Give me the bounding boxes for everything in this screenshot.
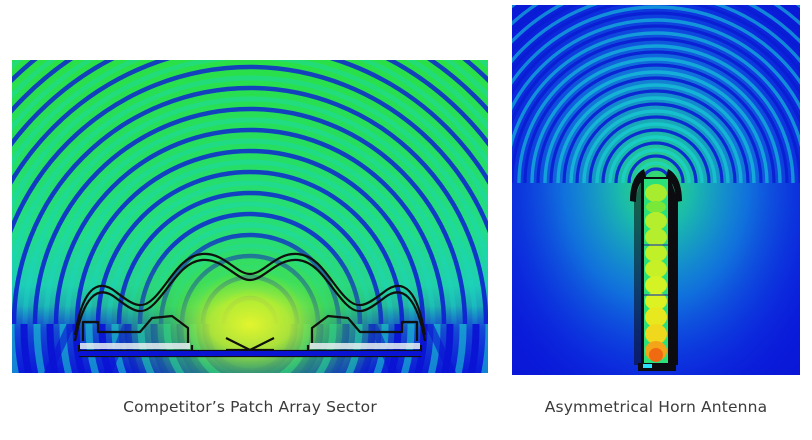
waveguide-steps: [644, 244, 668, 296]
horn-antenna-svg: [512, 5, 800, 375]
caption-patch-array: Competitor’s Patch Array Sector: [123, 398, 377, 416]
horn-antenna-field-plot: [512, 5, 800, 375]
horn-wavefronts: [512, 5, 800, 183]
horn-wavefront-highlights: [512, 5, 800, 183]
feed-ground-plane: [79, 351, 421, 356]
caption-horn-antenna: Asymmetrical Horn Antenna: [544, 398, 768, 416]
asymmetric-right-wall: [671, 181, 678, 365]
feed-probe: [643, 364, 652, 368]
patch-array-field-plot: [12, 60, 488, 373]
feed-port: [638, 363, 676, 371]
patch-array-svg: [12, 60, 488, 373]
waveguide-standing-wave-lobes: [645, 184, 667, 362]
patch-array-metal-fill: [80, 343, 420, 349]
horn-field-canvas: [512, 5, 800, 375]
patch-array-field-canvas: [12, 60, 488, 373]
asymmetric-left-wall: [634, 181, 641, 365]
